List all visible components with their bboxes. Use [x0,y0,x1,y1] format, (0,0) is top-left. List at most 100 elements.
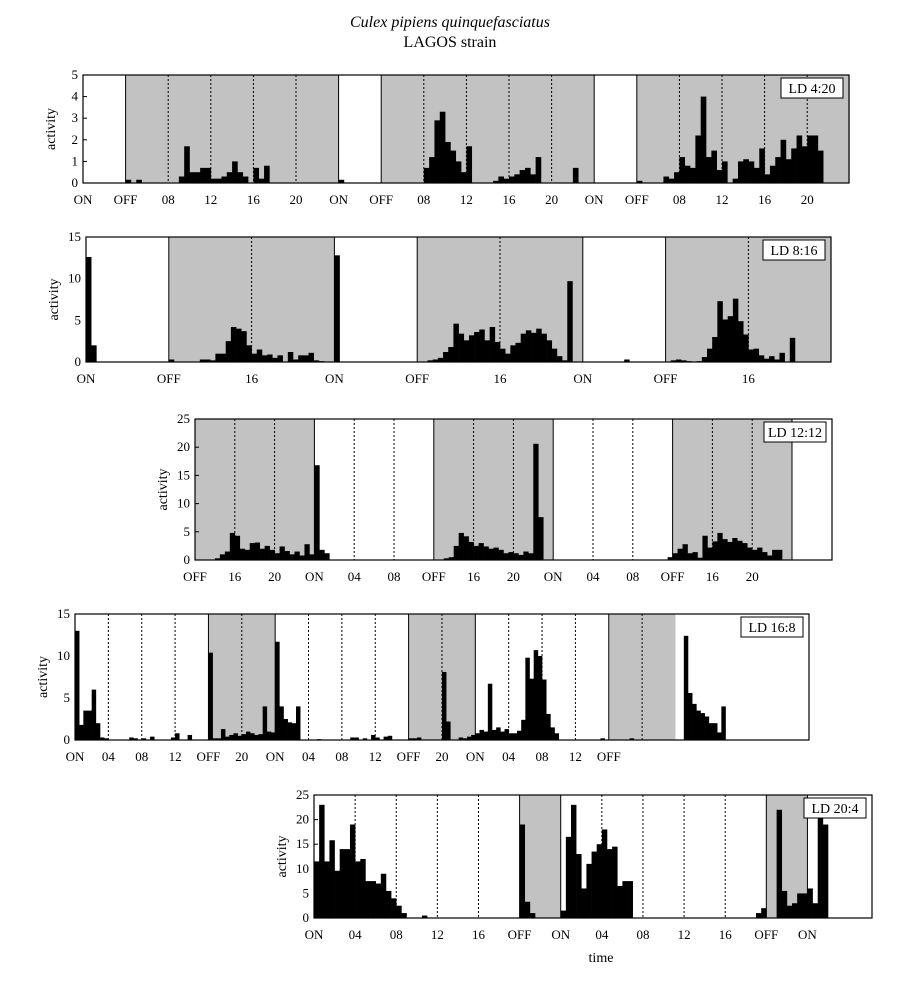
x-tick-label: 08 [135,749,148,764]
y-tick-label: 10 [177,496,190,511]
y-tick-label: 25 [296,787,309,802]
activity-bar [79,724,84,740]
activity-bar [275,641,280,740]
activity-bar [287,352,294,362]
activity-bar [717,532,723,560]
activity-bar [546,340,553,362]
activity-bar [396,905,402,918]
activity-bar [727,541,733,560]
x-tick-label: 16 [247,192,261,207]
y-tick-label: 1 [72,153,79,168]
activity-bar [531,332,537,362]
activity-bar [239,548,246,560]
activity-bar [232,161,238,183]
activity-bar [463,536,469,560]
activity-bar [747,547,753,560]
activity-bar [520,333,527,362]
x-tick-label: 12 [369,749,382,764]
x-tick-label: 12 [431,927,444,942]
dark-phase-band [519,795,561,918]
activity-bar [807,888,813,918]
activity-bar [427,360,434,362]
x-tick-label: 16 [758,192,772,207]
activity-bar [279,546,285,560]
activity-bar [466,146,473,183]
activity-bar [512,733,518,740]
x-tick-label: 20 [290,192,303,207]
activity-bar [521,719,526,740]
panel-2: 0 5 10 15 activity ON OFF 16 ON OFF 16 ON OFF 16 LD 8:… [47,229,832,386]
activity-bar [416,737,422,740]
activity-bar [721,706,726,740]
activity-bar [254,542,260,560]
activity-bar [700,713,705,740]
activity-bar [475,733,480,740]
activity-bar [241,734,247,740]
activity-bar [461,172,467,183]
activity-bar [627,881,633,918]
activity-bar [748,349,754,362]
activity-bar [375,737,380,740]
activity-bar [216,738,222,740]
activity-bar [707,348,713,362]
activity-bar [242,176,249,183]
y-tick-label: 20 [296,812,309,827]
activity-bar [791,148,797,183]
x-tick-label: 16 [245,371,259,386]
x-tick-label: ON [551,927,570,942]
activity-bar [458,333,465,362]
activity-bar [249,543,255,560]
y-tick-label: 25 [177,411,190,426]
activity-bar [208,652,213,740]
activity-bar [230,327,237,362]
activity-bar [250,733,255,740]
activity-bar [259,548,265,560]
activity-bar [383,736,389,740]
activity-bar [387,735,393,740]
activity-bar [505,353,511,362]
activity-bar [508,552,514,560]
activity-bar [479,329,485,362]
activity-bar [423,167,430,183]
y-tick-label: 2 [72,132,79,147]
activity-bar [681,360,687,362]
activity-bar [807,135,813,183]
x-tick-label: ON [798,927,817,942]
activity-bar [189,172,196,183]
activity-bar [542,679,547,740]
activity-bar [679,157,686,183]
y-tick-label: 0 [184,552,191,567]
x-tick-label: 08 [536,749,549,764]
x-tick-label: 20 [235,749,248,764]
x-tick-label: OFF [397,749,421,764]
activity-bar [732,298,739,362]
activity-bar [817,802,824,918]
activity-bar [365,881,371,918]
activity-bar [241,331,247,362]
x-tick-label: 08 [388,569,401,584]
activity-bar [187,734,193,740]
activity-bar [761,908,767,918]
activity-bar [229,734,234,740]
x-tick-label: ON [66,749,85,764]
x-tick-label: ON [466,749,485,764]
activity-bar [91,345,97,362]
activity-bar [571,804,577,918]
activity-bar [732,538,738,560]
activity-bar [529,678,534,740]
activity-bar [479,729,484,740]
activity-bar [524,901,531,918]
activity-bar [737,540,743,560]
activity-bar [237,735,243,740]
regime-label-box [803,797,867,819]
activity-bar [712,337,718,362]
activity-bar [104,738,109,740]
activity-bar [774,359,780,362]
activity-bar [224,551,231,560]
activity-bar [504,729,509,740]
activity-bar [385,890,392,918]
activity-bar [797,893,803,918]
activity-bar [473,545,479,560]
activity-bar [294,551,300,560]
x-tick-label: ON [573,371,592,386]
